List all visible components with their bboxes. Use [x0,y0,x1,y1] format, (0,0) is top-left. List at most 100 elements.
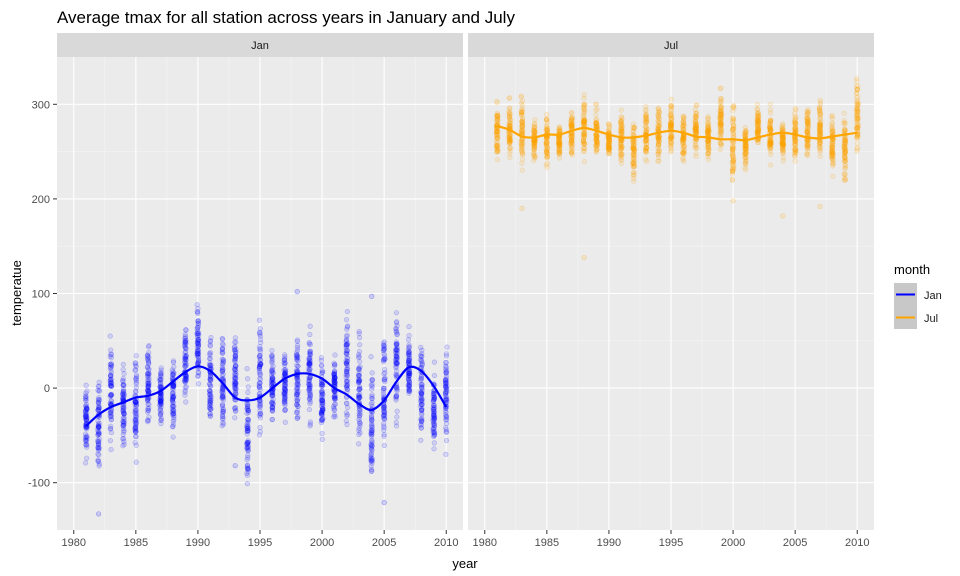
data-point [145,396,151,402]
data-point [780,150,786,156]
data-point [120,410,127,416]
data-point [306,406,313,413]
data-point [108,430,115,436]
legend: month Jan Jul [894,262,942,329]
data-point [207,399,213,405]
data-point [307,331,313,338]
data-point [855,100,861,106]
data-point [507,150,513,157]
data-point [232,339,238,345]
data-point [356,365,362,371]
data-point [95,432,101,438]
data-point [232,353,239,359]
data-point [120,396,126,402]
data-point [357,420,363,427]
data-point [171,408,177,414]
data-point [369,395,375,401]
data-point [494,143,500,149]
data-point [169,405,175,411]
data-point [169,396,176,402]
data-point [96,461,102,467]
data-point [668,134,674,140]
data-point [232,408,239,414]
data-point [233,375,239,381]
data-point [244,441,250,447]
data-point [120,422,126,429]
data-point [494,157,501,163]
data-point [257,385,263,391]
data-point [96,397,102,403]
data-point [219,335,225,342]
data-point [830,159,836,166]
data-point [569,145,575,151]
data-point [306,341,312,347]
data-point [120,423,126,429]
data-point [84,405,90,411]
data-point [145,377,151,383]
data-point [245,465,251,472]
data-point [718,116,724,122]
data-point [170,358,177,364]
data-point [233,386,239,392]
data-point [121,427,127,434]
data-point [120,405,127,411]
data-point [431,359,438,365]
data-point [208,383,214,390]
data-point [256,317,263,323]
x-tick-label: 1980 [62,537,86,549]
data-point [170,383,177,389]
data-point [344,373,350,379]
data-point [244,457,250,463]
data-point [157,411,164,417]
data-point [730,126,737,132]
data-point [96,431,102,437]
data-point [431,390,437,396]
x-tick-label: 1995 [248,537,272,549]
data-point [96,422,102,429]
data-point [95,406,102,413]
data-point [107,378,113,385]
data-point [170,421,176,427]
data-point [95,451,101,457]
data-point [817,129,823,135]
data-point [742,165,748,171]
data-point [233,390,239,396]
data-point [195,344,202,350]
data-point [108,370,114,376]
data-point [518,94,524,100]
data-point [83,402,89,409]
data-point [107,383,113,389]
data-point [593,101,600,107]
data-point [158,396,164,402]
data-point [244,425,250,432]
data-point [83,417,90,423]
data-point [171,371,177,377]
data-point [233,349,239,355]
data-point [83,439,89,445]
data-point [182,355,189,361]
data-point [232,353,239,360]
data-point [182,376,188,382]
data-point [133,399,139,406]
data-point [83,393,89,399]
data-point [232,356,238,363]
data-point [307,391,313,398]
data-point [220,360,226,366]
data-point [219,409,226,415]
data-point [780,122,786,128]
data-point [132,406,138,412]
data-point [244,472,251,478]
data-point [854,90,860,97]
data-point [231,405,238,411]
data-point [120,435,127,442]
data-point [84,434,90,440]
data-point [406,353,412,359]
data-point [767,127,773,133]
data-point [145,357,152,364]
data-point [196,370,202,376]
data-point [121,405,127,411]
data-point [133,400,139,406]
data-point [208,334,214,341]
data-point [294,337,301,343]
data-point [245,466,251,472]
